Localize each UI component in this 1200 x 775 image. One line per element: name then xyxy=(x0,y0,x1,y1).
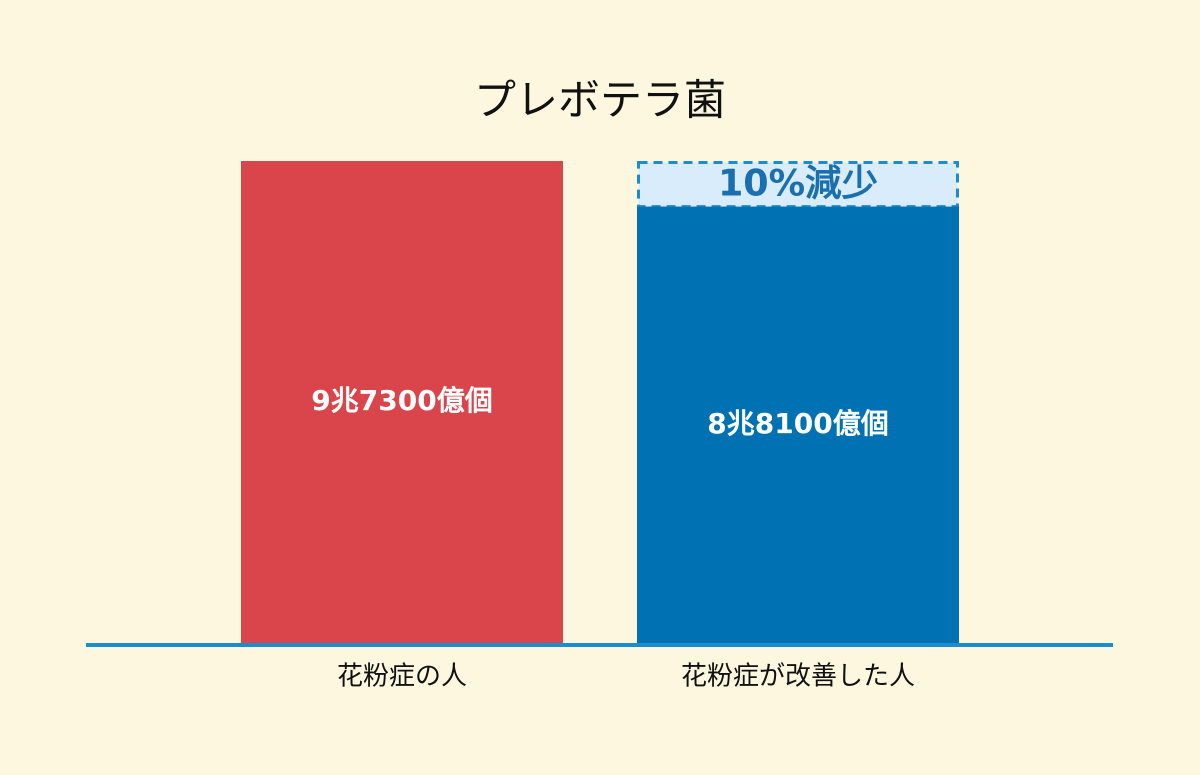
bar xyxy=(241,161,563,643)
value-label: 8兆8100億個 xyxy=(707,407,888,440)
reduction-box xyxy=(637,161,959,209)
value-label: 9兆7300億個 xyxy=(311,384,492,417)
x-tick-label: 花粉症が改善した人 xyxy=(681,662,915,692)
annotation: 10%減少 xyxy=(718,161,878,204)
x-tick-label: 花粉症の人 xyxy=(337,662,467,692)
bar xyxy=(637,206,959,643)
chart-title: プレボテラ菌 xyxy=(474,76,726,125)
